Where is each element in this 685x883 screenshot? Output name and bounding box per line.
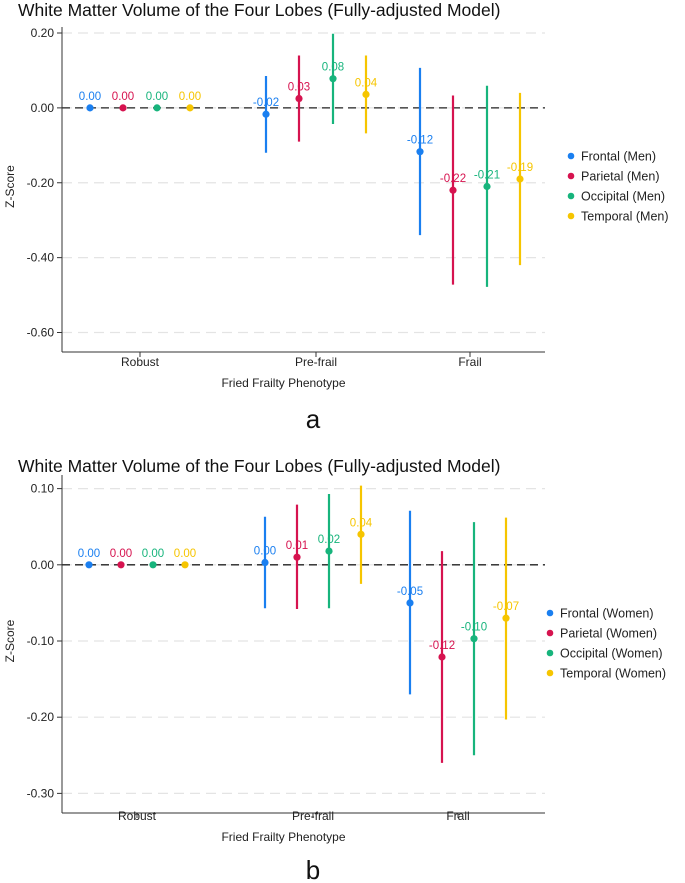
data-point	[181, 561, 189, 569]
data-label: 0.00	[254, 546, 276, 558]
data-label: -0.10	[461, 622, 487, 634]
data-label: 0.04	[350, 517, 373, 529]
data-point	[119, 104, 127, 112]
legend-marker	[546, 629, 554, 637]
data-point	[295, 94, 303, 103]
data-point	[357, 530, 365, 538]
data-point	[406, 599, 414, 607]
legend-marker	[567, 192, 575, 200]
data-point	[262, 110, 270, 118]
x-axis-label: Fried Frailty Phenotype	[221, 830, 345, 844]
y-axis-label: Z-Score	[3, 619, 17, 662]
legend-marker	[567, 172, 575, 180]
data-point	[261, 558, 269, 567]
chart-title: White Matter Volume of the Four Lobes (F…	[18, 0, 500, 20]
legend-label: Occipital (Women)	[560, 647, 663, 661]
data-point	[470, 635, 478, 643]
data-label: -0.22	[440, 173, 466, 185]
x-tick-label: Pre-frail	[292, 809, 334, 823]
data-point	[85, 561, 93, 569]
y-tick-label: 0.10	[31, 482, 55, 496]
data-point	[293, 553, 301, 561]
x-axis-label: Fried Frailty Phenotype	[221, 376, 345, 390]
y-tick-label: -0.60	[27, 326, 55, 340]
y-tick-label: 0.00	[31, 558, 55, 572]
legend-label: Temporal (Women)	[560, 667, 666, 681]
y-tick-label: 0.20	[31, 26, 55, 40]
panel-letter: b	[306, 855, 320, 883]
legend-label: Occipital (Men)	[581, 190, 665, 204]
legend-label: Frontal (Women)	[560, 607, 654, 621]
data-label: -0.12	[407, 135, 433, 147]
legend-label: Parietal (Women)	[560, 627, 657, 641]
y-tick-label: 0.00	[31, 101, 55, 115]
data-label: -0.12	[429, 640, 455, 652]
data-label: -0.21	[474, 170, 500, 182]
data-label: 0.03	[288, 82, 310, 94]
legend-marker	[567, 152, 575, 160]
y-tick-label: -0.20	[27, 176, 55, 190]
legend-label: Temporal (Men)	[581, 210, 669, 224]
legend-marker	[567, 212, 575, 220]
data-point	[329, 75, 337, 83]
legend-label: Parietal (Men)	[581, 170, 660, 184]
data-label: 0.01	[286, 540, 308, 552]
data-label: -0.02	[253, 97, 279, 109]
y-tick-label: -0.10	[27, 634, 55, 648]
data-label: -0.07	[493, 601, 519, 613]
data-label: 0.00	[78, 548, 100, 560]
data-point	[438, 653, 446, 661]
data-label: -0.19	[507, 162, 533, 174]
x-tick-label: Frail	[446, 809, 469, 823]
y-tick-label: -0.40	[27, 251, 55, 265]
y-tick-label: -0.20	[27, 710, 55, 724]
y-axis-label: Z-Score	[3, 165, 17, 208]
x-tick-label: Robust	[121, 355, 160, 369]
data-point	[86, 104, 94, 112]
data-point	[149, 561, 157, 569]
data-point	[502, 614, 510, 622]
y-tick-label: -0.30	[27, 786, 55, 800]
data-label: 0.00	[146, 91, 168, 103]
data-point	[483, 182, 491, 191]
data-point	[153, 104, 161, 112]
legend-label: Frontal (Men)	[581, 150, 656, 164]
legend-marker	[546, 669, 554, 677]
legend-marker	[546, 649, 554, 657]
data-point	[362, 90, 370, 98]
data-label: 0.00	[174, 548, 196, 560]
data-point	[416, 148, 424, 156]
data-label: 0.08	[322, 62, 344, 74]
data-label: 0.00	[179, 91, 201, 103]
data-point	[117, 561, 125, 569]
data-label: 0.00	[110, 548, 132, 560]
data-point	[186, 104, 194, 112]
data-label: 0.00	[112, 91, 134, 103]
data-point	[449, 186, 457, 194]
data-point	[325, 547, 333, 555]
data-point	[516, 175, 524, 183]
panel-b-chart: White Matter Volume of the Four Lobes (F…	[3, 456, 666, 883]
x-tick-label: Pre-frail	[295, 355, 337, 369]
data-label: 0.00	[142, 548, 164, 560]
data-label: 0.04	[355, 77, 378, 89]
x-tick-label: Robust	[118, 809, 157, 823]
data-label: 0.02	[318, 534, 340, 546]
data-label: 0.00	[79, 91, 101, 103]
panel-letter: a	[306, 404, 321, 434]
chart-title: White Matter Volume of the Four Lobes (F…	[18, 456, 500, 476]
data-label: -0.05	[397, 586, 423, 598]
legend-marker	[546, 609, 554, 617]
x-tick-label: Frail	[458, 355, 481, 369]
panel-a-chart: White Matter Volume of the Four Lobes (F…	[3, 0, 669, 434]
